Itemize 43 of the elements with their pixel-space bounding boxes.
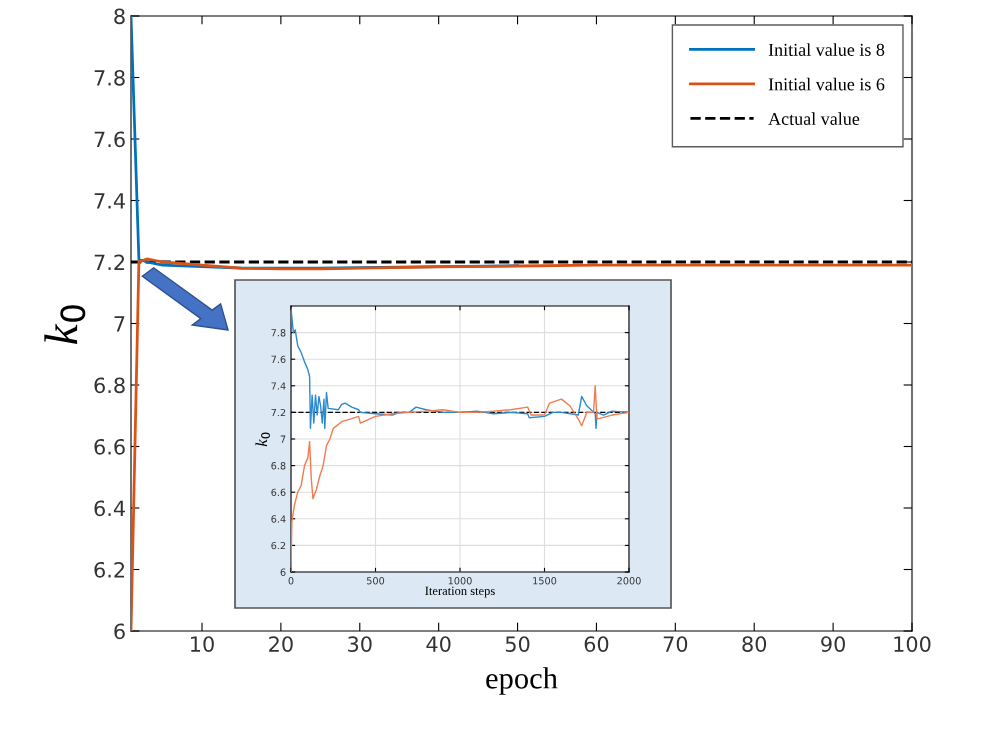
y-tick-label: 7.2 [271, 408, 286, 417]
x-tick-label: 1000 [448, 577, 472, 585]
x-tick-label: 90 [821, 636, 845, 652]
x-tick-label: 60 [584, 636, 609, 652]
legend-label: Initial value is 6 [768, 77, 885, 91]
y-tick-label: 6.2 [94, 561, 125, 578]
y-tick-label: 6 [114, 623, 125, 640]
y-axis-title: k$_{0}$ [255, 432, 270, 447]
y-tick-label: 7.6 [94, 131, 125, 148]
x-tick-label: 1500 [533, 577, 557, 585]
x-tick-label: 10 [191, 636, 214, 652]
y-tick-label: 6.2 [271, 541, 286, 550]
x-tick-label: 500 [366, 577, 385, 585]
x-axis-title: Iteration steps [425, 586, 495, 598]
x-tick-label: 80 [742, 636, 767, 652]
x-tick-label: 2000 [617, 577, 641, 585]
x-tick-label: 40 [426, 636, 451, 652]
y-tick-label: 7 [280, 435, 286, 443]
x-tick-label: 50 [505, 636, 530, 652]
legend-label: Initial value is 8 [768, 43, 885, 56]
x-tick-label: 20 [269, 636, 293, 652]
y-tick-label: 6.4 [94, 500, 125, 517]
y-tick-label: 6.6 [94, 438, 125, 455]
x-tick-label: 70 [663, 636, 688, 652]
y-tick-label: 6 [280, 568, 286, 576]
y-tick-label: 7.8 [271, 329, 286, 337]
x-tick-label: 30 [348, 636, 372, 652]
x-tick-label: 0 [288, 577, 294, 585]
y-tick-label: 7 [114, 316, 125, 332]
x-axis-title: epoch [486, 667, 558, 695]
y-tick-label: 7.8 [94, 69, 125, 86]
legend-label: Actual value [768, 112, 860, 125]
y-tick-label: 6.4 [271, 515, 286, 523]
y-tick-label: 7.4 [94, 193, 125, 209]
y-tick-label: 7.6 [271, 355, 286, 364]
y-axis-title: k$_{0}$ [44, 305, 86, 345]
y-tick-label: 6.8 [271, 462, 286, 470]
y-tick-label: 7.2 [94, 254, 125, 270]
y-tick-label: 7.4 [271, 382, 286, 390]
y-tick-label: 8 [114, 8, 125, 25]
x-tick-label: 100 [894, 636, 931, 652]
y-tick-label: 6.8 [94, 377, 125, 394]
y-tick-label: 6.6 [271, 488, 286, 497]
